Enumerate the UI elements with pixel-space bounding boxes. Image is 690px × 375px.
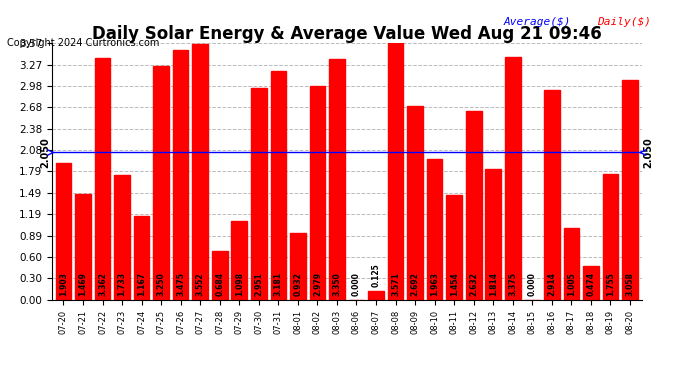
- Title: Daily Solar Energy & Average Value Wed Aug 21 09:46: Daily Solar Energy & Average Value Wed A…: [92, 25, 602, 43]
- Bar: [231, 221, 247, 300]
- Text: 2.050: 2.050: [644, 137, 653, 168]
- Text: 1.903: 1.903: [59, 273, 68, 296]
- Text: 3.250: 3.250: [157, 273, 166, 296]
- Text: 3.181: 3.181: [274, 272, 283, 296]
- Bar: [564, 228, 579, 300]
- Text: 2.050: 2.050: [40, 137, 50, 168]
- Bar: [134, 216, 150, 300]
- Text: 0.932: 0.932: [293, 273, 302, 296]
- Text: 3.552: 3.552: [196, 273, 205, 296]
- Bar: [270, 71, 286, 300]
- Bar: [583, 266, 599, 300]
- Bar: [251, 88, 266, 300]
- Text: Average($): Average($): [504, 17, 571, 27]
- Text: 3.058: 3.058: [625, 273, 635, 296]
- Bar: [115, 175, 130, 300]
- Bar: [290, 233, 306, 300]
- Text: 3.375: 3.375: [509, 273, 518, 296]
- Text: 1.469: 1.469: [79, 273, 88, 296]
- Bar: [544, 90, 560, 300]
- Text: 2.914: 2.914: [547, 273, 556, 296]
- Text: 3.571: 3.571: [391, 273, 400, 296]
- Text: 3.350: 3.350: [333, 273, 342, 296]
- Bar: [173, 50, 188, 300]
- Bar: [427, 159, 442, 300]
- Bar: [446, 195, 462, 300]
- Bar: [95, 58, 110, 300]
- Text: 0.474: 0.474: [586, 272, 595, 296]
- Bar: [602, 174, 618, 300]
- Text: 0.000: 0.000: [528, 273, 537, 296]
- Bar: [505, 57, 520, 300]
- Text: 1.814: 1.814: [489, 272, 497, 296]
- Text: 0.000: 0.000: [352, 273, 361, 296]
- Bar: [75, 194, 91, 300]
- Bar: [329, 59, 345, 300]
- Text: 0.684: 0.684: [215, 272, 224, 296]
- Bar: [310, 86, 325, 300]
- Bar: [368, 291, 384, 300]
- Bar: [407, 106, 423, 300]
- Bar: [153, 66, 169, 300]
- Text: 1.963: 1.963: [430, 273, 439, 296]
- Text: 2.692: 2.692: [411, 273, 420, 296]
- Text: 0.125: 0.125: [371, 264, 380, 287]
- Text: 1.755: 1.755: [606, 273, 615, 296]
- Text: 1.454: 1.454: [450, 273, 459, 296]
- Bar: [486, 170, 501, 300]
- Text: 2.951: 2.951: [255, 273, 264, 296]
- Text: 2.632: 2.632: [469, 273, 478, 296]
- Text: Copyright 2024 Curtronics.com: Copyright 2024 Curtronics.com: [7, 38, 159, 48]
- Bar: [388, 43, 404, 300]
- Text: 1.167: 1.167: [137, 272, 146, 296]
- Text: 2.979: 2.979: [313, 272, 322, 296]
- Bar: [193, 44, 208, 300]
- Bar: [466, 111, 482, 300]
- Text: Daily($): Daily($): [597, 17, 651, 27]
- Text: 1.005: 1.005: [567, 273, 576, 296]
- Bar: [212, 251, 228, 300]
- Text: 3.475: 3.475: [176, 273, 185, 296]
- Bar: [56, 163, 71, 300]
- Text: 1.733: 1.733: [117, 272, 126, 296]
- Text: 1.098: 1.098: [235, 272, 244, 296]
- Text: 3.362: 3.362: [98, 273, 107, 296]
- Bar: [622, 80, 638, 300]
